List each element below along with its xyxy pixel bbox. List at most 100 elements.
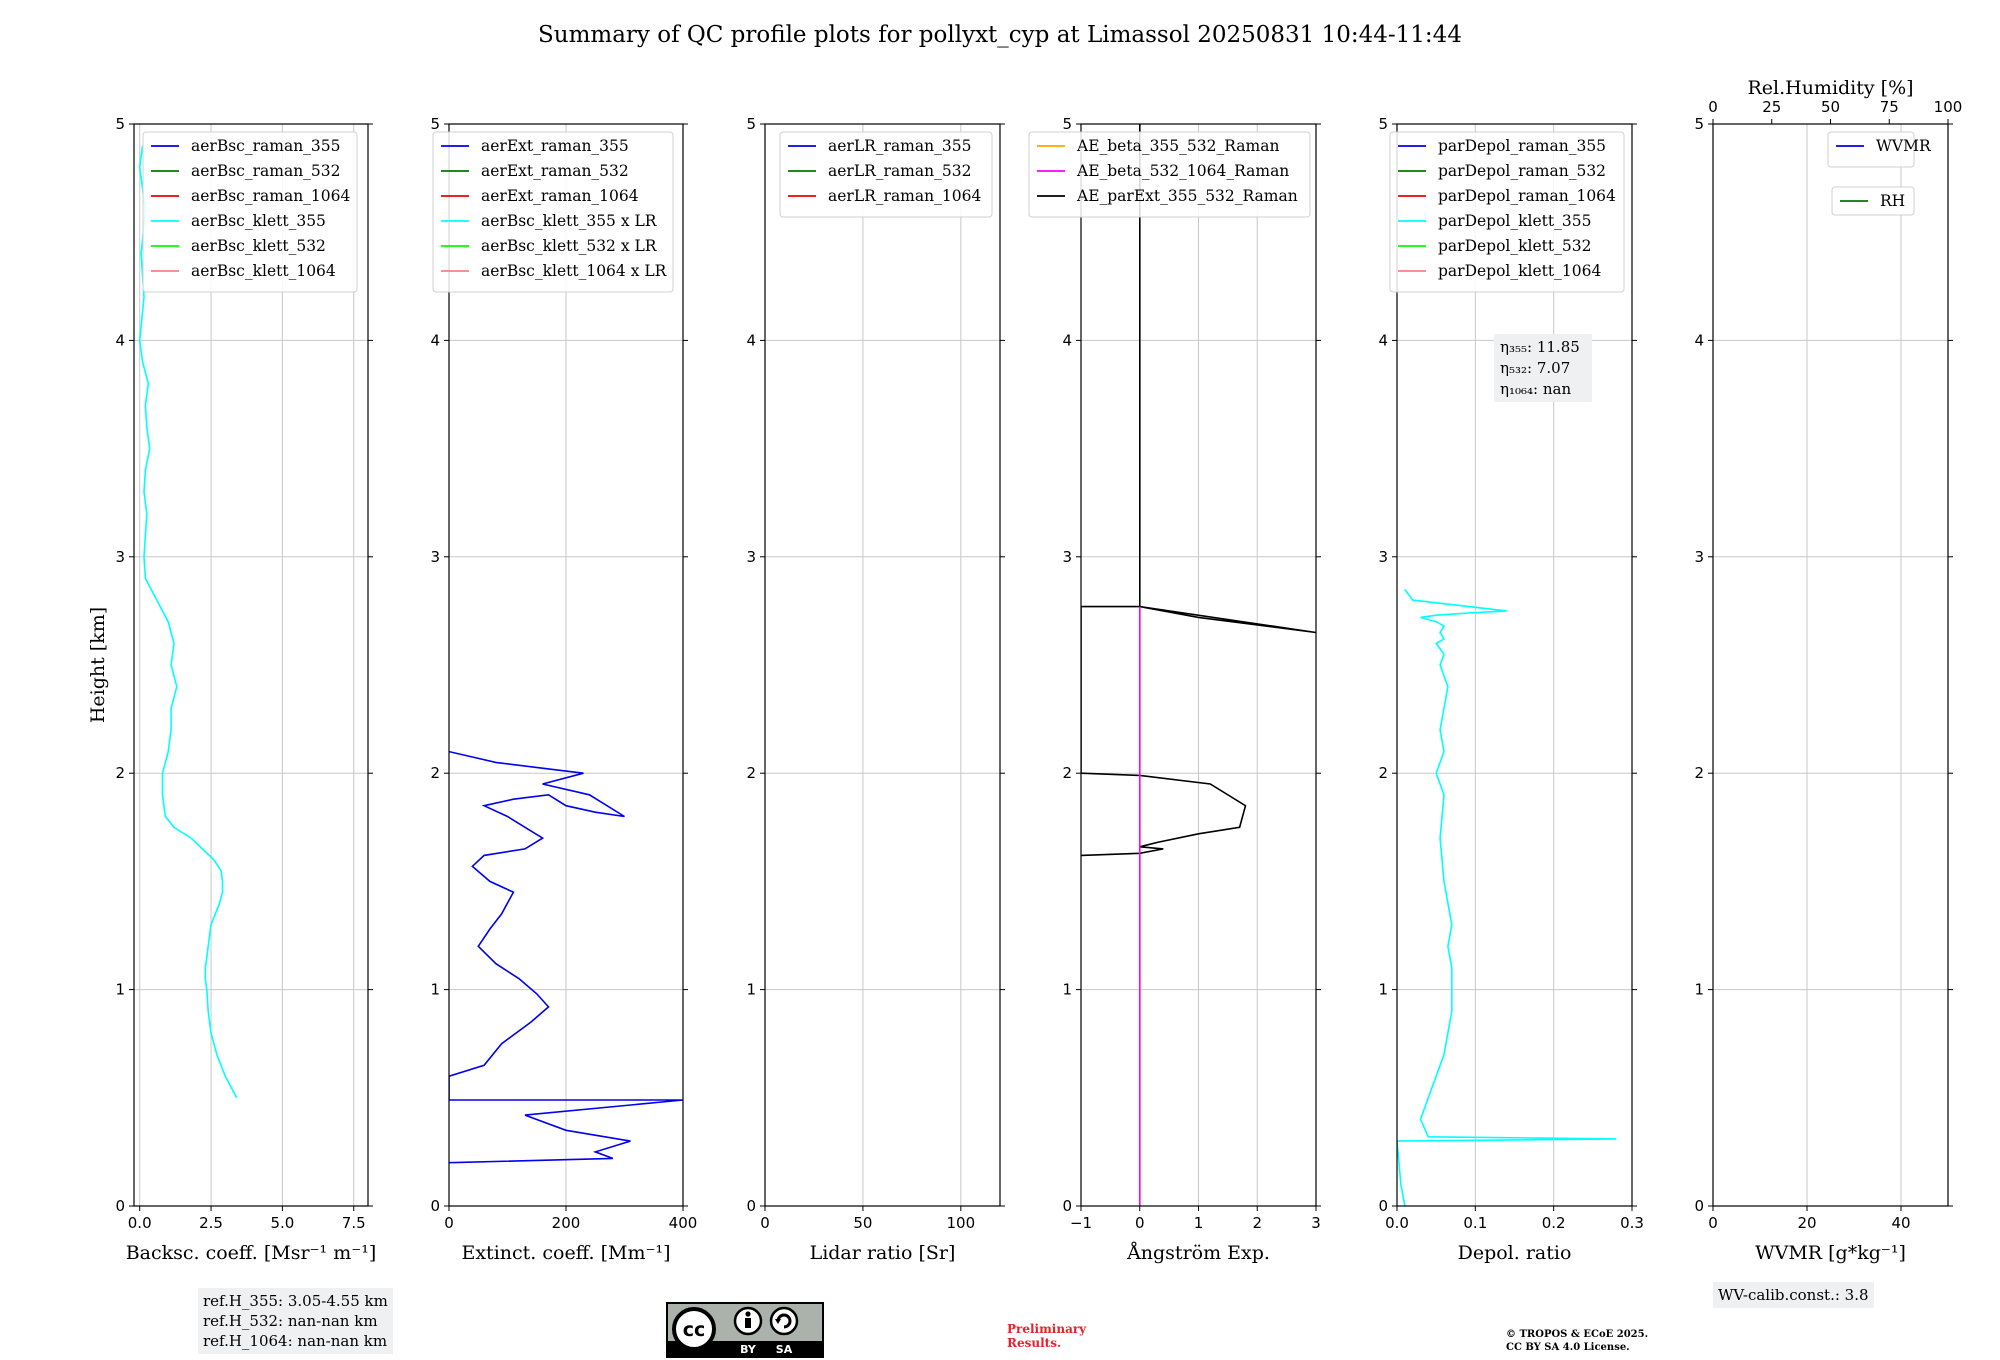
- x2-tick-label: 50: [1821, 98, 1840, 116]
- cc-license-badge: cc BY SA: [666, 1302, 824, 1358]
- y-tick-label: 3: [1694, 548, 1704, 566]
- legend-entry: aerLR_raman_532: [828, 162, 971, 180]
- y-tick-label: 5: [430, 115, 440, 133]
- y-tick-label: 3: [430, 548, 440, 566]
- y-tick-label: 4: [430, 331, 440, 349]
- eta-value: η₁₀₆₄: nan: [1500, 380, 1571, 398]
- y-tick-label: 1: [1062, 981, 1072, 999]
- wv-calib-const: WV-calib.const.: 3.8: [1718, 1286, 1869, 1304]
- x-axis-label: Lidar ratio [Sr]: [810, 1242, 956, 1264]
- x-tick-label: 3: [1311, 1214, 1321, 1232]
- panel-dep: 0.0 0.1 0.2 0.3 0 1 2 3 4 5 Depol. ratio parDepol_r…: [1378, 115, 1643, 1264]
- legend-box: [1389, 131, 1625, 293]
- legend-entry: aerBsc_klett_532 x LR: [481, 237, 658, 255]
- legend-entry: aerExt_raman_1064: [481, 187, 639, 205]
- copyright-note: © TROPOS & ECoE 2025. CC BY SA 4.0 Licen…: [1506, 1328, 1648, 1354]
- y-tick-label: 2: [746, 764, 756, 782]
- series-AE_parExt_355_532_Raman: [1081, 124, 1316, 857]
- x-tick-label: 7.5: [342, 1214, 366, 1232]
- x-tick-label: 0.0: [128, 1214, 152, 1232]
- x-tick-label: 0.3: [1620, 1214, 1644, 1232]
- x-axis-label: WVMR [g*kg⁻¹]: [1755, 1242, 1906, 1264]
- y-tick-label: 3: [1378, 548, 1388, 566]
- cc-icon: [672, 1307, 716, 1351]
- legend-entry: parDepol_klett_355: [1438, 212, 1591, 230]
- y-tick-label: 2: [430, 764, 440, 782]
- y-tick-label: 4: [1694, 331, 1704, 349]
- y-tick-label: 5: [1694, 115, 1704, 133]
- x-tick-label: 0: [444, 1214, 454, 1232]
- y-tick-label: 4: [746, 331, 756, 349]
- x-tick-label: 2.5: [199, 1214, 223, 1232]
- y-tick-label: 1: [1694, 981, 1704, 999]
- legend-entry: aerBsc_raman_1064: [191, 187, 351, 205]
- x-tick-label: 0.2: [1542, 1214, 1566, 1232]
- legend-entry: aerExt_raman_532: [481, 162, 629, 180]
- x2-tick-label: 25: [1762, 98, 1781, 116]
- legend-entry: aerLR_raman_1064: [828, 187, 981, 205]
- y-tick-label: 1: [430, 981, 440, 999]
- y-tick-label: 0: [746, 1197, 756, 1215]
- y-tick-label: 5: [115, 115, 125, 133]
- panel-ext: 0 200 400 0 1 2 3 4 5 Extinct. coeff. [Mm⁻¹] aerEx…: [430, 115, 697, 1264]
- y-tick-label: 4: [1062, 331, 1072, 349]
- y-tick-label: 0: [1062, 1197, 1072, 1215]
- axes-frame: [1396, 123, 1633, 1207]
- y-tick-label: 4: [115, 331, 125, 349]
- legend-entry: aerBsc_klett_355: [191, 212, 326, 230]
- x-tick-label: 0: [1135, 1214, 1145, 1232]
- legend-entry: aerBsc_raman_355: [191, 137, 341, 155]
- y-tick-label: 3: [115, 548, 125, 566]
- legend-box: [1028, 131, 1311, 218]
- legend-entry: AE_parExt_355_532_Raman: [1076, 187, 1298, 205]
- panel-lr: 0 50 100 0 1 2 3 4 5 Lidar ratio [Sr] aerLR_raman_…: [746, 115, 1005, 1264]
- legend2-entry: RH: [1880, 192, 1905, 210]
- preliminary-line-2: Results.: [1007, 1336, 1062, 1350]
- share-alike-icon: [769, 1306, 799, 1336]
- x-tick-label: 20: [1797, 1214, 1816, 1232]
- legend-entry: parDepol_klett_1064: [1438, 262, 1601, 280]
- y-tick-label: 2: [1378, 764, 1388, 782]
- y-tick-label: 1: [1378, 981, 1388, 999]
- axes-frame: [133, 123, 369, 1207]
- y-tick-label: 2: [1694, 764, 1704, 782]
- series-aerBsc_klett_355: [138, 145, 238, 1099]
- y-tick-label: 0: [115, 1197, 125, 1215]
- legend-box: [1827, 131, 1915, 168]
- legend-box: [779, 131, 993, 218]
- x-tick-label: 0: [1708, 1214, 1718, 1232]
- preliminary-line-1: Preliminary: [1007, 1322, 1087, 1336]
- x2-tick-label: 100: [1934, 98, 1963, 116]
- y-tick-label: 2: [115, 764, 125, 782]
- panel-wv: 0 20 40 0 1 2 3 4 5 WVMR [g*kg⁻¹] 0 25 50 75 100 Rel.Hu…: [1694, 77, 1962, 1264]
- wv-calib-box: WV-calib.const.: 3.8: [1713, 1282, 1874, 1308]
- panel-bsc: 0.0 2.5 5.0 7.5 0 1 2 3 4 5 Backsc. coeff. [Msr⁻¹ …: [87, 115, 376, 1264]
- y-tick-label: 3: [746, 548, 756, 566]
- preliminary-results-note: Preliminary Results.: [1007, 1322, 1086, 1350]
- ref-height-1064: ref.H_1064: nan-nan km: [203, 1332, 388, 1350]
- x-axis-label: Depol. ratio: [1458, 1242, 1572, 1264]
- sa-label: SA: [776, 1343, 793, 1356]
- x-tick-label: 5.0: [270, 1214, 294, 1232]
- legend-entry: aerBsc_klett_355 x LR: [481, 212, 658, 230]
- svg-text:cc: cc: [683, 1319, 706, 1341]
- x-tick-label: 1: [1194, 1214, 1204, 1232]
- legend-entry: parDepol_raman_1064: [1438, 187, 1616, 205]
- legend2-box: [1831, 186, 1915, 216]
- y-tick-label: 4: [1378, 331, 1388, 349]
- figure-title: Summary of QC profile plots for pollyxt_…: [538, 22, 1462, 48]
- eta-value: η₅₃₂: 7.07: [1500, 359, 1570, 377]
- legend-box: [432, 131, 674, 293]
- legend-entry: aerBsc_raman_532: [191, 162, 341, 180]
- copyright-line-1: © TROPOS & ECoE 2025.: [1506, 1329, 1649, 1340]
- legend-entry: aerExt_raman_355: [481, 137, 629, 155]
- x2-axis-label: Rel.Humidity [%]: [1747, 77, 1913, 99]
- legend-entry: aerBsc_klett_1064: [191, 262, 336, 280]
- legend-entry: AE_beta_355_532_Raman: [1076, 137, 1279, 155]
- legend-entry: parDepol_klett_532: [1438, 237, 1591, 255]
- legend-entry: parDepol_raman_532: [1438, 162, 1606, 180]
- y-tick-label: 5: [746, 115, 756, 133]
- legend-box: [142, 131, 358, 293]
- x-tick-label: 200: [552, 1214, 581, 1232]
